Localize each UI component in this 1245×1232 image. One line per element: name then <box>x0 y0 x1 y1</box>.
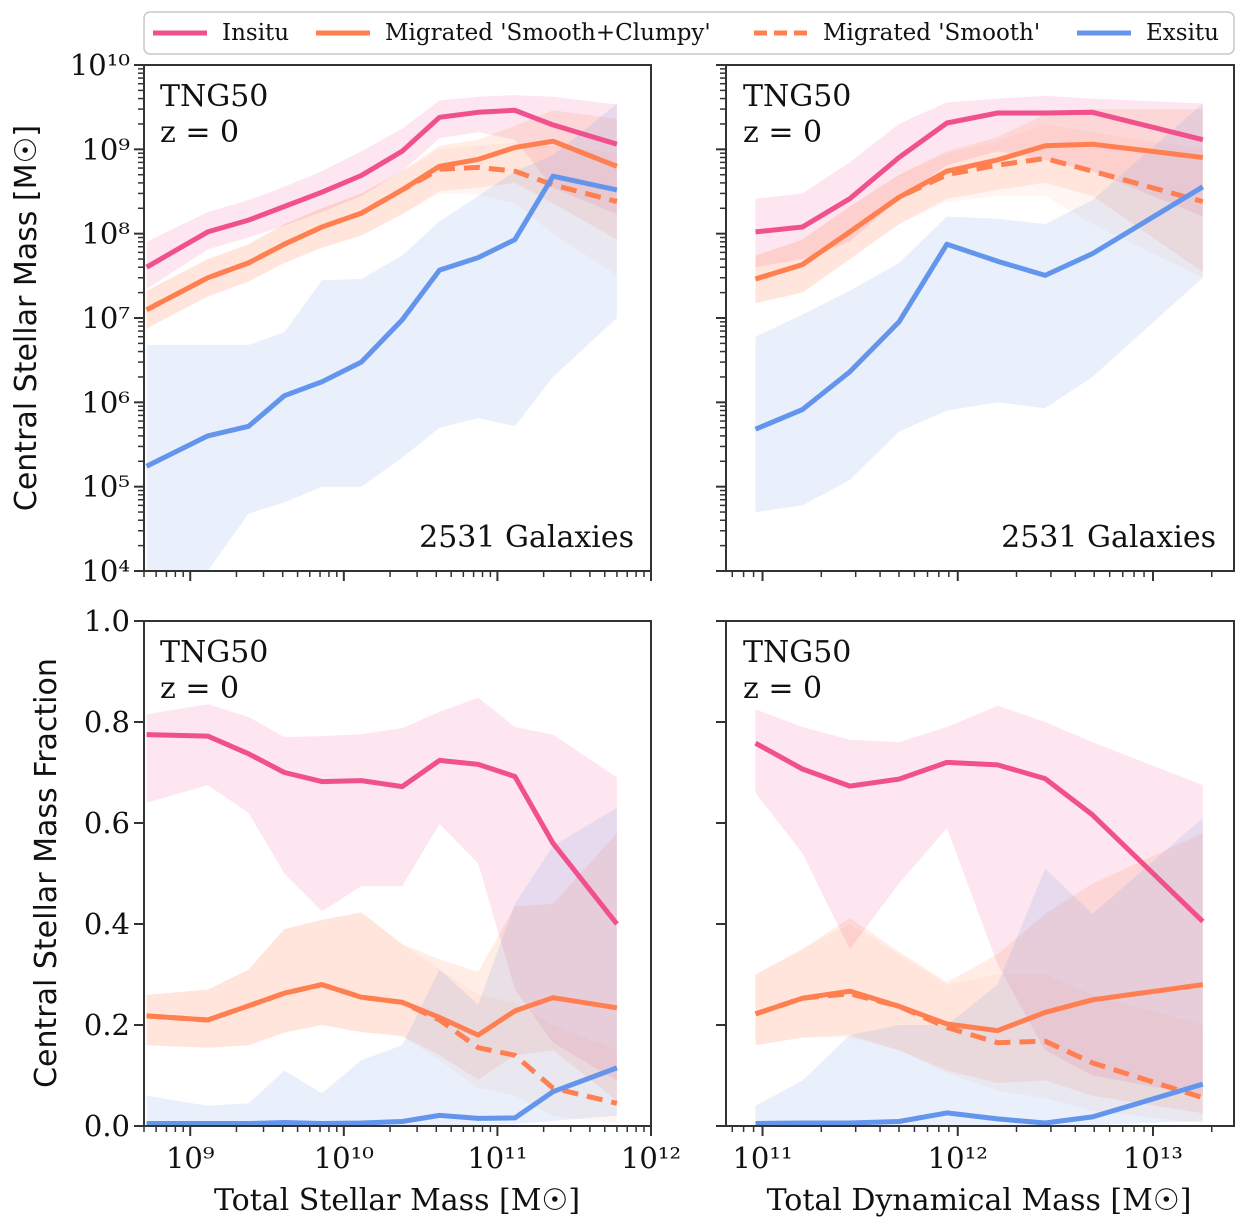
series-line-exsitu <box>145 173 618 469</box>
series-line-mig_s <box>754 155 1204 282</box>
band-mig_s <box>146 912 617 1124</box>
annotation-redshift: z = 0 <box>160 115 239 150</box>
y-tick-label: 0.8 <box>84 705 130 739</box>
x-tick-label: 10¹³ <box>1123 1141 1183 1175</box>
series-line-insitu <box>754 741 1205 924</box>
series-line-mig_sc <box>145 138 618 313</box>
annotation-redshift: z = 0 <box>743 115 822 150</box>
band-exsitu <box>755 818 1203 1126</box>
y-tick-label: 0.0 <box>84 1109 130 1143</box>
x-tick-label: 10¹¹ <box>467 1141 527 1175</box>
y-tick-label: 10⁴ <box>81 554 130 588</box>
panel-bottom-right-frame <box>725 620 1235 1127</box>
band-insitu <box>755 95 1203 268</box>
legend-label-exsitu: Exsitu <box>1146 20 1219 46</box>
panel-top-left: 10⁴ 10⁵ 10⁶ 10⁷ 10⁸ 10⁹ 10¹⁰ TNG50 z = 0 2531 … <box>70 48 652 588</box>
panel-top-right-frame <box>725 64 1235 572</box>
annotation-galaxy-count: 2531 Galaxies <box>1001 520 1216 555</box>
band-mig_s <box>146 142 617 329</box>
series-line-exsitu <box>754 184 1205 432</box>
panel-bottom-left-frame <box>143 620 652 1127</box>
y-tick-label: 0.4 <box>84 907 130 941</box>
y-tick-label: 10⁸ <box>81 217 130 251</box>
x-axis-label-left: Total Stellar Mass [M☉] <box>214 1183 580 1218</box>
x-tick-label: 10¹² <box>928 1141 988 1175</box>
annotation-redshift: z = 0 <box>743 671 822 706</box>
panel-bottom-left-marks <box>146 697 619 1126</box>
legend-label-mig-s: Migrated 'Smooth' <box>823 20 1040 46</box>
band-exsitu <box>146 103 617 571</box>
band-mig_sc <box>146 833 617 1101</box>
band-mig_s <box>755 924 1203 1124</box>
series-line-exsitu <box>146 1065 618 1126</box>
band-mig_s <box>755 123 1203 304</box>
legend-label-insitu: Insitu <box>222 20 289 46</box>
panel-bottom-right-marks <box>754 705 1205 1126</box>
legend-label-mig-sc: Migrated 'Smooth+Clumpy' <box>385 20 711 46</box>
panel-bottom-right: 10¹¹ 10¹² 10¹³ TNG50 z = 0 <box>716 620 1235 1175</box>
x-tick-label: 10⁹ <box>166 1141 215 1175</box>
annotation-galaxy-count: 2531 Galaxies <box>419 520 634 555</box>
annotation-redshift: z = 0 <box>160 671 239 706</box>
y-tick-label: 10⁷ <box>81 301 130 335</box>
panel-bottom-left-ticks: 10⁹ 10¹⁰ 10¹¹ 10¹² 0.0 0.2 0.4 0.6 0.8 1.0 <box>84 604 681 1175</box>
x-tick-label: 10¹⁰ <box>314 1141 374 1175</box>
series-line-insitu <box>146 732 619 926</box>
panel-top-right: TNG50 z = 0 2531 Galaxies <box>716 64 1235 581</box>
y-tick-label: 0.2 <box>84 1008 130 1042</box>
y-tick-label: 10¹⁰ <box>70 48 130 82</box>
y-tick-label: 10⁹ <box>81 132 130 166</box>
panel-top-left-frame <box>143 64 652 572</box>
band-insitu <box>146 95 617 290</box>
y-tick-label: 0.6 <box>84 806 130 840</box>
band-insitu <box>146 697 617 1081</box>
annotation-tng50: TNG50 <box>743 635 851 670</box>
band-mig_sc <box>755 833 1203 1114</box>
x-axis-label-right: Total Dynamical Mass [M☉] <box>767 1183 1192 1218</box>
panel-top-left-marks <box>145 95 618 571</box>
y-axis-label-top: Central Stellar Mass [M☉] <box>9 125 44 511</box>
series-line-mig_sc <box>754 141 1204 282</box>
y-tick-label: 10⁵ <box>81 470 130 504</box>
band-exsitu <box>146 807 617 1126</box>
panel-bottom-right-ticks: 10¹¹ 10¹² 10¹³ <box>716 620 1213 1175</box>
y-tick-label: 10⁶ <box>81 385 130 419</box>
annotation-tng50: TNG50 <box>160 79 268 114</box>
panel-top-right-marks <box>754 95 1205 513</box>
series-line-insitu <box>755 109 1204 235</box>
band-mig_sc <box>146 110 617 329</box>
series-line-mig_sc <box>146 982 618 1038</box>
legend-frame <box>143 11 1235 55</box>
y-tick-label: 1.0 <box>84 604 130 638</box>
legend: Insitu Migrated 'Smooth+Clumpy' Migrated… <box>143 11 1235 55</box>
x-tick-label: 10¹² <box>621 1141 681 1175</box>
annotation-tng50: TNG50 <box>160 635 268 670</box>
series-line-exsitu <box>755 1081 1204 1126</box>
series-line-insitu <box>145 107 618 270</box>
band-mig_sc <box>755 109 1203 304</box>
annotation-tng50: TNG50 <box>743 79 851 114</box>
series-line-mig_sc <box>754 982 1204 1034</box>
y-axis-label-bottom: Central Stellar Mass Fraction <box>29 658 64 1088</box>
panel-top-left-ticks: 10⁴ 10⁵ 10⁶ 10⁷ 10⁸ 10⁹ 10¹⁰ <box>70 48 652 588</box>
band-exsitu <box>755 103 1203 513</box>
x-tick-label: 10¹¹ <box>732 1141 792 1175</box>
